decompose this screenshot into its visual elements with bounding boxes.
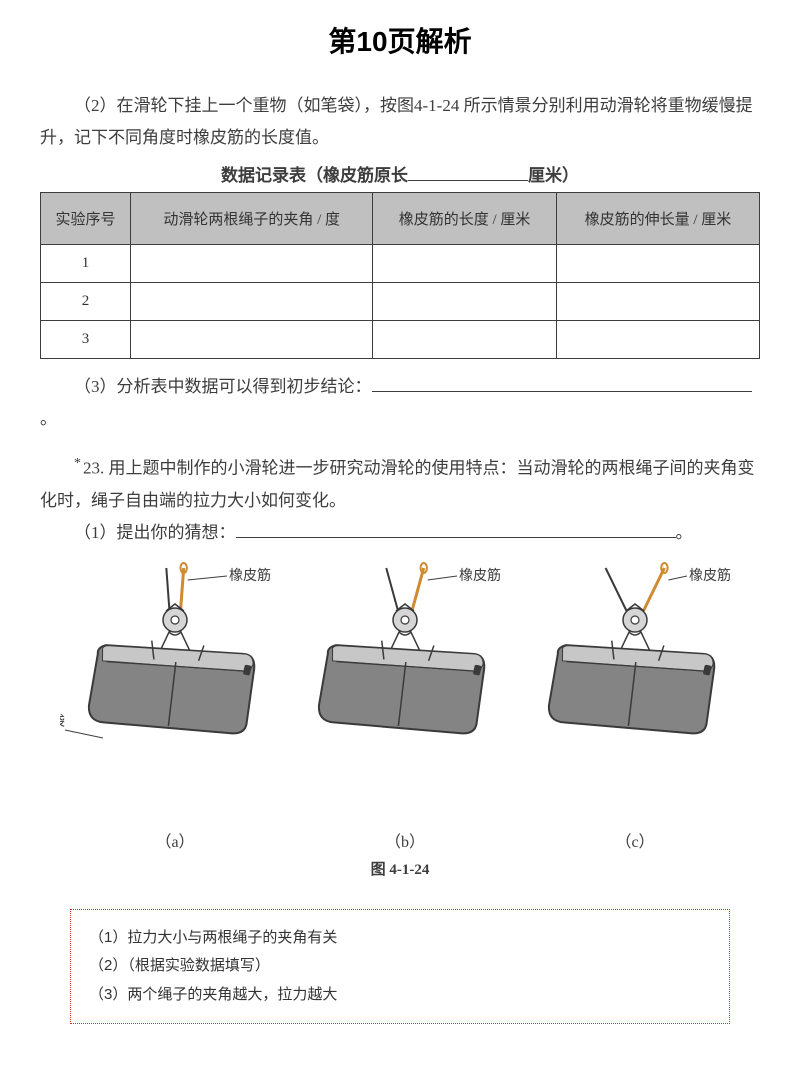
data-table: 实验序号 动滑轮两根绳子的夹角 / 度 橡皮筋的长度 / 厘米 橡皮筋的伸长量 … — [40, 192, 760, 359]
page-title: 第10页解析 — [0, 0, 800, 70]
cell[interactable] — [131, 320, 373, 358]
cell[interactable] — [556, 282, 759, 320]
cell[interactable] — [131, 282, 373, 320]
pulley-diagram-svg: 橡皮筋 笔袋 — [60, 560, 290, 820]
table-title: 数据记录表（橡皮筋原长 厘米） — [40, 161, 760, 186]
table-body: 1 2 3 — [41, 244, 760, 358]
figure-panel: 橡皮筋 （b） — [290, 560, 520, 852]
col-header-3: 橡皮筋的长度 / 厘米 — [373, 192, 557, 244]
cell: 3 — [41, 320, 131, 358]
q1-prefix: （1）提出你的猜想： — [74, 523, 236, 542]
rubber-length-blank[interactable] — [408, 164, 528, 181]
section1-para: （2）在滑轮下挂上一个重物（如笔袋），按图4-1-24 所示情景分别利用动滑轮将… — [40, 90, 760, 155]
svg-text:橡皮筋: 橡皮筋 — [689, 567, 731, 584]
cell[interactable] — [131, 244, 373, 282]
svg-text:笔袋: 笔袋 — [60, 714, 65, 730]
table-row: 1 — [41, 244, 760, 282]
answer-box: （1）拉力大小与两根绳子的夹角有关 （2）（根据实验数据填写） （3）两个绳子的… — [70, 909, 730, 1025]
cell[interactable] — [373, 282, 557, 320]
q1-line: （1）提出你的猜想：。 — [40, 517, 760, 549]
question-body: 用上题中制作的小滑轮进一步研究动滑轮的使用特点：当动滑轮的两根绳子间的夹角变化时… — [40, 459, 755, 510]
q1-blank[interactable] — [236, 521, 676, 538]
answer-line-2: （2）（根据实验数据填写） — [89, 952, 711, 981]
answer-line-3: （3）两个绳子的夹角越大，拉力越大 — [89, 981, 711, 1010]
pulley-diagram-svg: 橡皮筋 — [520, 560, 750, 820]
col-header-2: 动滑轮两根绳子的夹角 / 度 — [131, 192, 373, 244]
conclusion-blank[interactable] — [372, 375, 752, 392]
question-number: 23. — [83, 459, 104, 478]
cell[interactable] — [373, 320, 557, 358]
cell: 2 — [41, 282, 131, 320]
svg-text:橡皮筋: 橡皮筋 — [229, 567, 271, 584]
table-title-suffix: 厘米） — [528, 166, 579, 185]
svg-text:橡皮筋: 橡皮筋 — [459, 567, 501, 584]
answer-line-1: （1）拉力大小与两根绳子的夹角有关 — [89, 924, 711, 953]
col-header-4: 橡皮筋的伸长量 / 厘米 — [556, 192, 759, 244]
figure-sublabel: （a） — [155, 828, 194, 852]
cell: 1 — [41, 244, 131, 282]
table-header-row: 实验序号 动滑轮两根绳子的夹角 / 度 橡皮筋的长度 / 厘米 橡皮筋的伸长量 … — [41, 192, 760, 244]
cell[interactable] — [556, 320, 759, 358]
table-row: 2 — [41, 282, 760, 320]
pulley-diagram-svg: 橡皮筋 — [290, 560, 520, 820]
figure-sublabel: （c） — [615, 828, 654, 852]
content-wrapper: （2）在滑轮下挂上一个重物（如笔袋），按图4-1-24 所示情景分别利用动滑轮将… — [0, 70, 800, 899]
figure-panel: 橡皮筋 笔袋 （a） — [60, 560, 290, 852]
figure-sublabel: （b） — [385, 828, 425, 852]
conclusion-line: （3）分析表中数据可以得到初步结论：。 — [40, 371, 760, 436]
figure-panel: 橡皮筋 （c） — [520, 560, 750, 852]
figures-row: 橡皮筋 笔袋 （a） — [40, 560, 760, 852]
conclusion-prefix: （3）分析表中数据可以得到初步结论： — [74, 377, 372, 396]
section2-para: *23. 用上题中制作的小滑轮进一步研究动滑轮的使用特点：当动滑轮的两根绳子间的… — [40, 451, 760, 517]
table-row: 3 — [41, 320, 760, 358]
table-title-prefix: 数据记录表（橡皮筋原长 — [221, 166, 408, 185]
col-header-1: 实验序号 — [41, 192, 131, 244]
figure-caption: 图 4-1-24 — [40, 858, 760, 879]
question-star: * — [74, 456, 81, 471]
cell[interactable] — [556, 244, 759, 282]
cell[interactable] — [373, 244, 557, 282]
